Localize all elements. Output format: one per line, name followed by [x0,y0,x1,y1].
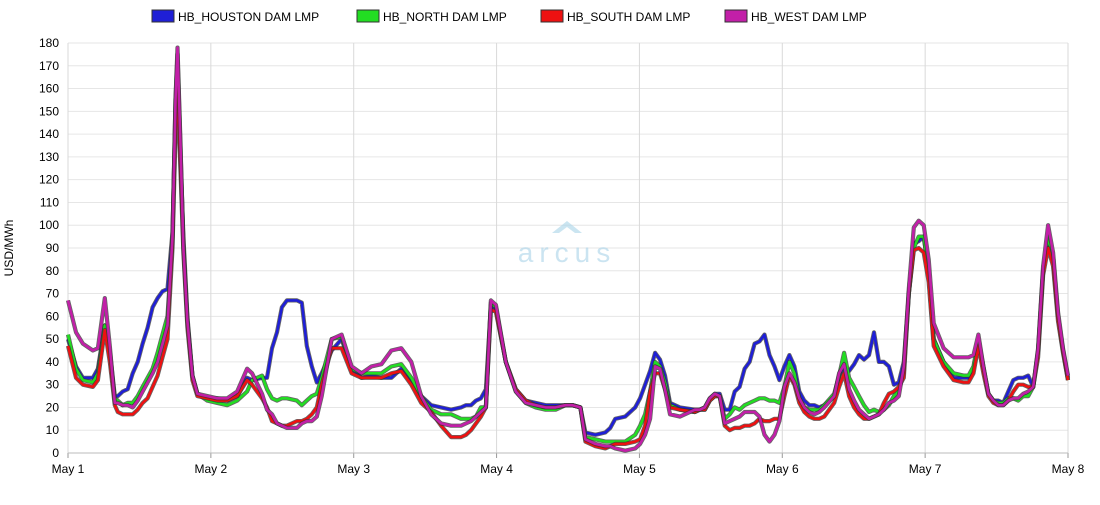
x-tick-label: May 1 [52,462,85,476]
legend: HB_HOUSTON DAM LMP HB_NORTH DAM LMP HB_SOU… [151,9,867,24]
legend-label: HB_HOUSTON DAM LMP [178,10,319,24]
y-tick-label: 20 [46,400,60,414]
y-tick-label: 150 [39,104,59,118]
x-tick-label: May 6 [766,462,799,476]
y-tick-label: 50 [46,332,60,346]
legend-swatch [540,9,564,23]
x-tick-label: May 7 [909,462,942,476]
legend-swatch [724,9,748,23]
legend-item[interactable]: HB_NORTH DAM LMP [356,9,507,24]
legend-label: HB_SOUTH DAM LMP [567,10,690,24]
y-tick-label: 140 [39,127,59,141]
x-tick-label: May 4 [480,462,513,476]
y-tick-label: 10 [46,423,60,437]
y-tick-label: 130 [39,150,59,164]
legend-label: HB_NORTH DAM LMP [383,10,507,24]
legend-item[interactable]: HB_SOUTH DAM LMP [540,9,690,24]
x-tick-label: May 2 [195,462,228,476]
x-axis-ticks: May 1 May 2 May 3 May 4 May 5 May 6 May 7 May 8 [52,462,1085,476]
y-tick-label: 60 [46,309,60,323]
y-tick-label: 90 [46,241,60,255]
y-tick-label: 30 [46,378,60,392]
y-tick-label: 160 [39,82,59,96]
y-tick-label: 100 [39,218,59,232]
series-outline [65,86,1071,451]
x-tick-label: May 3 [337,462,370,476]
x-tick-label: May 8 [1052,462,1085,476]
legend-swatch [356,9,380,23]
y-tick-label: 110 [40,195,59,209]
y-tick-label: 80 [46,264,60,278]
y-axis-label: USD/MWh [2,220,16,277]
y-tick-label: 170 [39,59,59,73]
series-line-hb-south-dam-lmp[interactable] [66,87,1070,450]
y-tick-label: 70 [46,287,60,301]
watermark-text: arcus [518,237,616,268]
x-tick-label: May 5 [623,462,656,476]
y-tick-label: 40 [46,355,60,369]
series-lines [65,45,1071,453]
watermark-logo-shape [552,221,582,233]
legend-item[interactable]: HB_HOUSTON DAM LMP [151,9,319,24]
y-tick-label: 120 [39,173,59,187]
y-axis-ticks: 0 10 20 30 40 50 60 70 80 90 100 110 120 130 140 150 160… [39,36,59,460]
legend-swatch [151,9,175,23]
y-tick-label: 180 [39,36,59,50]
grid [67,42,1069,458]
arcus-watermark: arcus [518,221,616,268]
legend-label: HB_WEST DAM LMP [751,10,867,24]
y-tick-label: 0 [52,446,59,460]
legend-item[interactable]: HB_WEST DAM LMP [724,9,867,24]
series-line-hb-west-dam-lmp[interactable] [66,46,1070,452]
